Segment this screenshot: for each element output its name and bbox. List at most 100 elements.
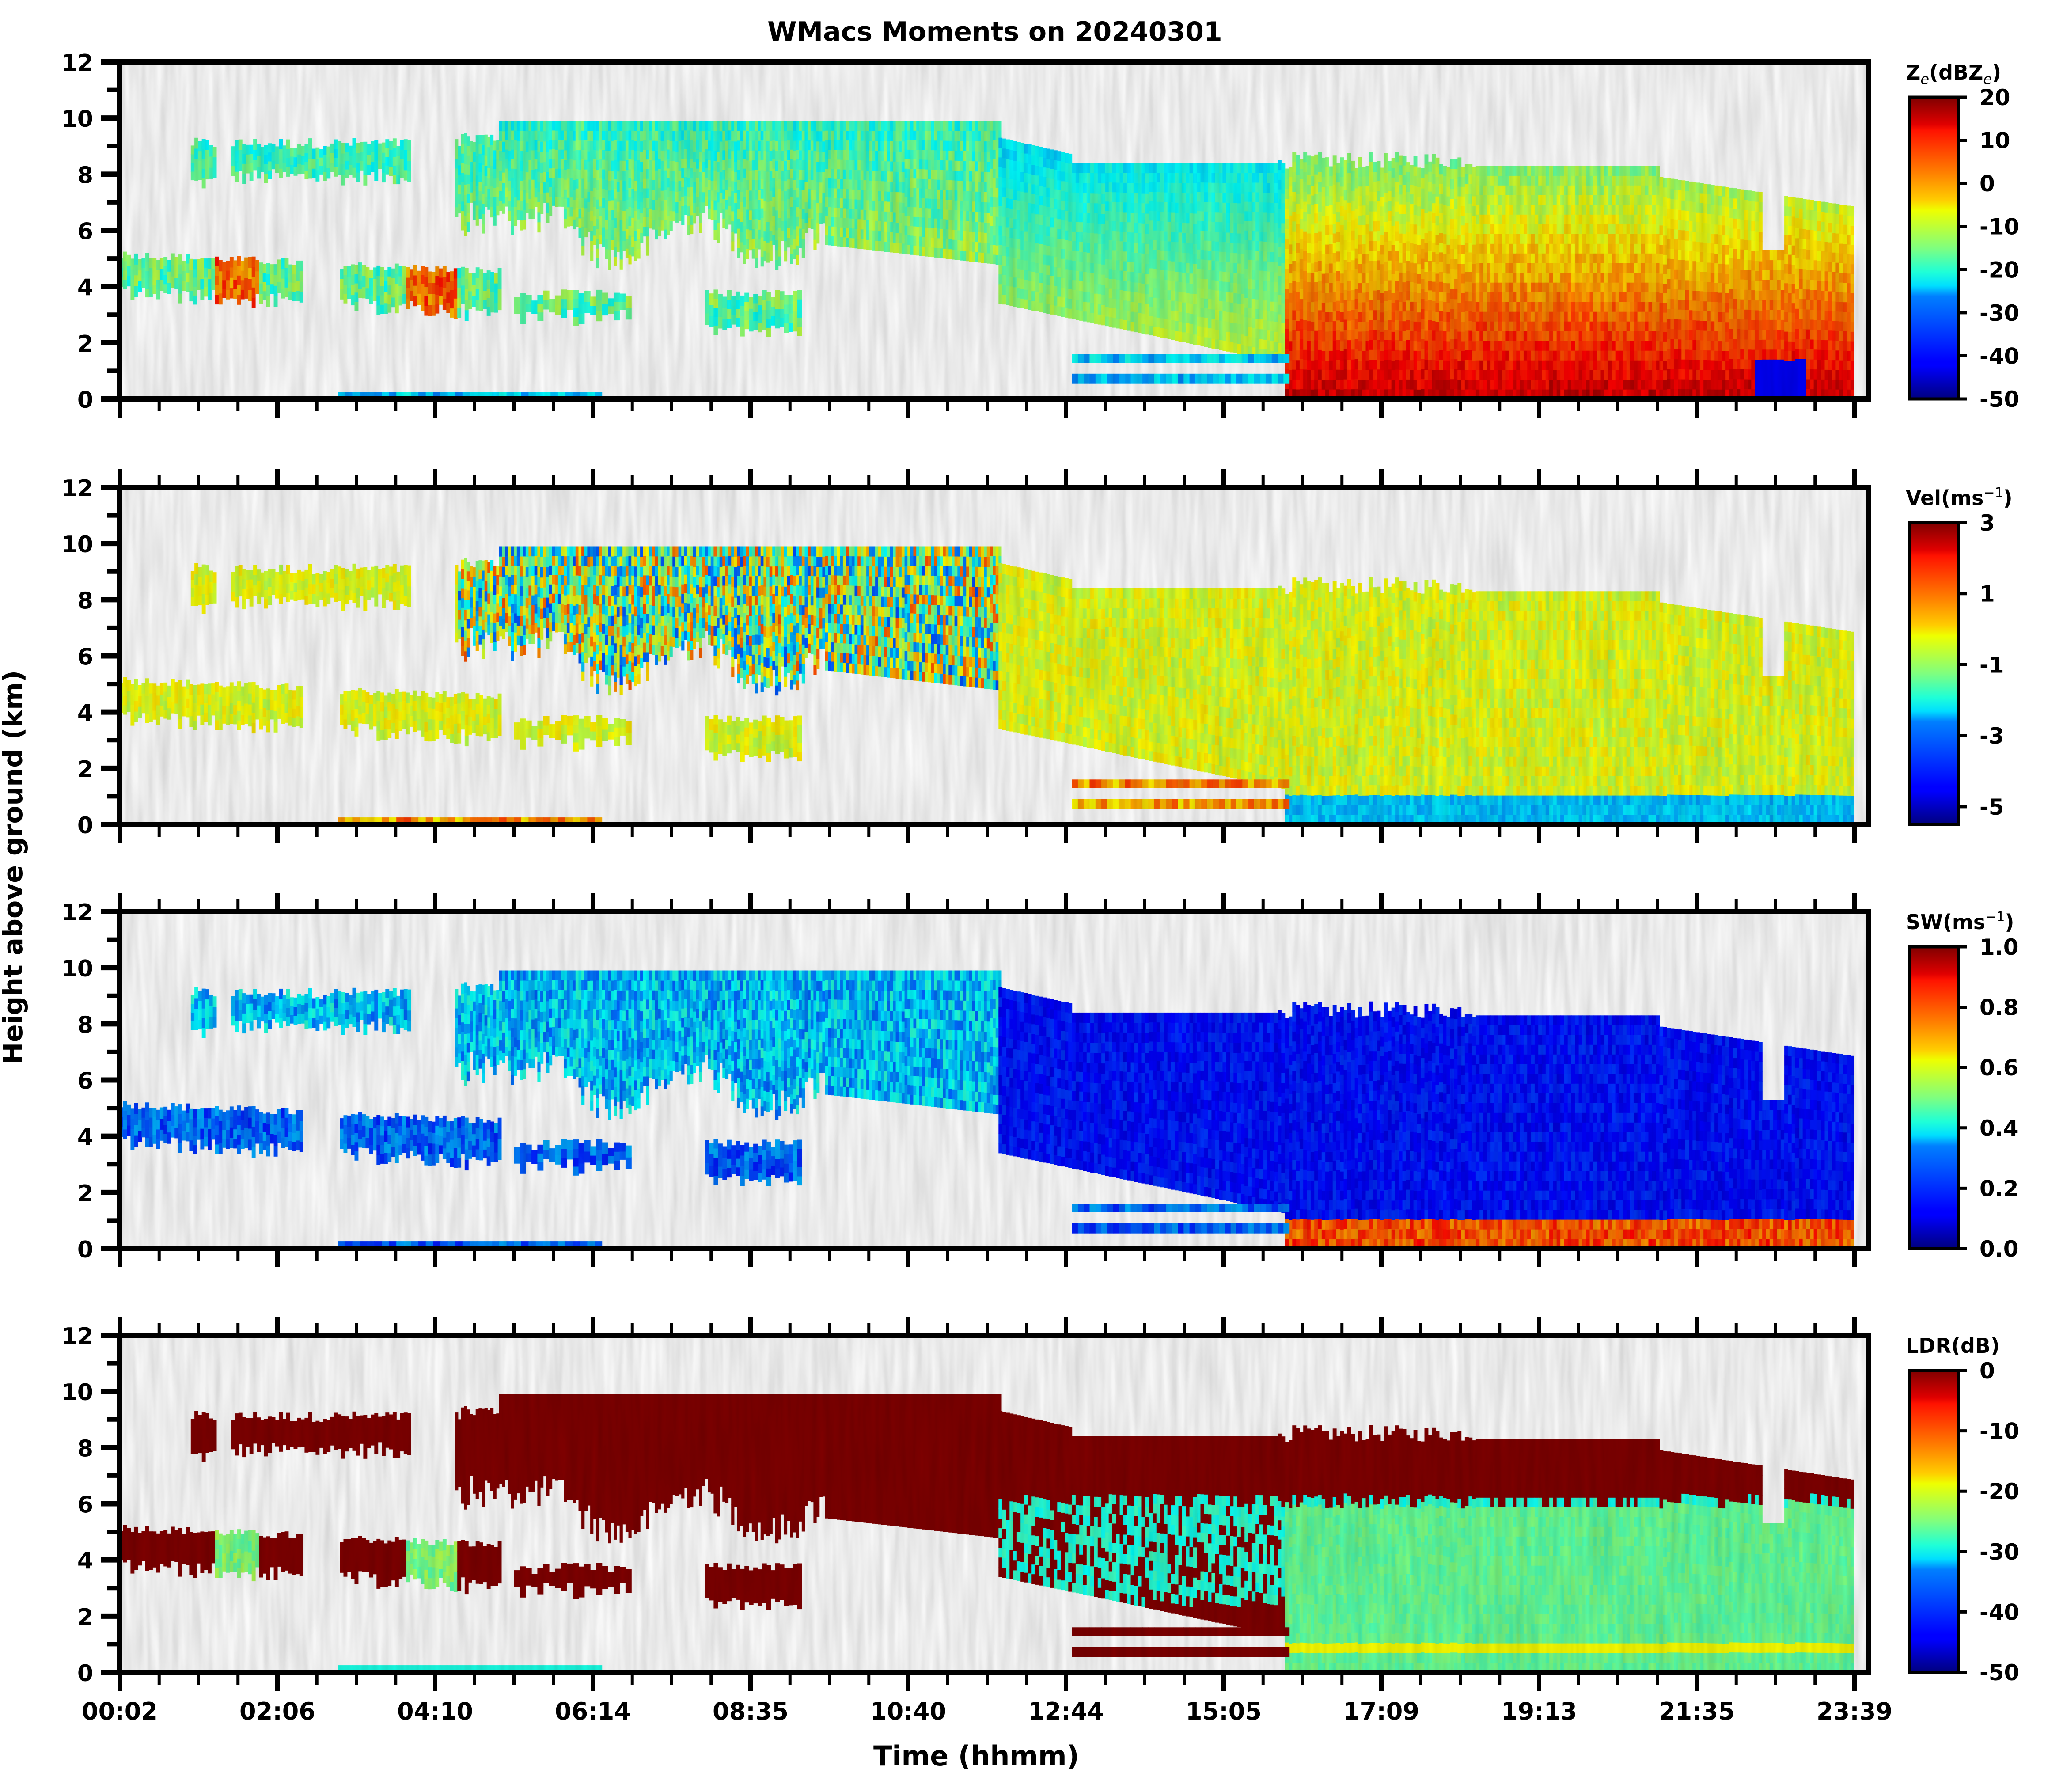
heatmap-cell (564, 199, 567, 209)
heatmap-cell (1020, 259, 1025, 270)
heatmap-cell (740, 212, 743, 222)
heatmap-cell (1373, 389, 1377, 399)
heatmap-cell (1351, 250, 1355, 261)
heatmap-cell (1263, 300, 1267, 311)
heatmap-cell (681, 121, 685, 131)
heatmap-cell (831, 178, 834, 188)
heatmap-cell (528, 159, 532, 170)
heatmap-cell (893, 171, 896, 182)
heatmap-cell (392, 175, 397, 185)
heatmap-cell (854, 140, 858, 151)
heatmap-cell (869, 200, 872, 211)
heatmap-cell (895, 212, 899, 223)
heatmap-cell (1314, 330, 1319, 341)
heatmap-cell (1388, 300, 1392, 310)
heatmap-cell (1347, 310, 1351, 321)
heatmap-cell (717, 192, 720, 203)
heatmap-cell (1303, 369, 1308, 380)
heatmap-cell (356, 152, 360, 163)
heatmap-cell (866, 239, 870, 250)
heatmap-cell (1153, 211, 1157, 221)
heatmap-cell (784, 241, 788, 251)
heatmap-cell (1065, 240, 1069, 250)
heatmap-cell (584, 130, 588, 140)
heatmap-cell (1046, 187, 1050, 197)
heatmap-cell (890, 191, 893, 202)
heatmap-cell (590, 231, 594, 241)
heatmap-cell (593, 197, 596, 207)
heatmap-cell (646, 121, 649, 131)
heatmap-cell (904, 178, 908, 188)
heatmap-cell (293, 148, 298, 158)
heatmap-cell (1270, 331, 1274, 342)
heatmap-cell (619, 160, 623, 171)
heatmap-cell (1443, 350, 1447, 361)
heatmap-cell (940, 219, 943, 229)
heatmap-cell (960, 131, 964, 141)
heatmap-cell (934, 189, 937, 199)
heatmap-cell (986, 161, 990, 172)
heatmap-cell (1432, 389, 1436, 399)
heatmap-cell (717, 161, 720, 172)
heatmap-cell (834, 207, 838, 217)
heatmap-cell (1248, 230, 1252, 241)
heatmap-cell (1358, 176, 1362, 187)
heatmap-cell (660, 131, 664, 141)
heatmap-cell (787, 140, 790, 151)
heatmap-cell (731, 201, 735, 212)
heatmap-cell (484, 145, 488, 156)
heatmap-cell (952, 229, 955, 240)
heatmap-cell (319, 149, 323, 158)
heatmap-cell (525, 172, 529, 183)
heatmap-cell (869, 240, 872, 251)
heatmap-cell (710, 180, 714, 191)
heatmap-cell (496, 205, 500, 216)
heatmap-cell (1141, 273, 1146, 284)
heatmap-cell (1039, 283, 1043, 293)
heatmap-cell (1362, 360, 1366, 370)
heatmap-cell (804, 192, 808, 203)
heatmap-cell (1365, 253, 1370, 264)
heatmap-cell (511, 159, 514, 169)
heatmap-cell (1028, 144, 1032, 155)
heatmap-cell (249, 144, 254, 154)
heatmap-cell (1112, 163, 1116, 173)
heatmap-cell (1094, 243, 1098, 254)
heatmap-cell (1450, 228, 1454, 239)
heatmap-cell (696, 178, 699, 188)
heatmap-cell (1267, 300, 1270, 311)
heatmap-cell (860, 121, 864, 131)
heatmap-cell (660, 121, 664, 131)
heatmap-cell (1428, 211, 1432, 221)
heatmap-cell (1395, 290, 1399, 301)
heatmap-cell (286, 139, 290, 149)
heatmap-cell (616, 211, 620, 222)
heatmap-cell (403, 159, 408, 171)
heatmap-cell (596, 121, 599, 131)
heatmap-cell (972, 151, 975, 162)
heatmap-cell (690, 196, 694, 206)
heatmap-cell (1189, 223, 1194, 234)
heatmap-cell (1171, 330, 1175, 340)
heatmap-cell (516, 200, 520, 210)
heatmap-cell (837, 169, 840, 179)
heatmap-cell (1278, 343, 1282, 353)
heatmap-cell (910, 121, 914, 131)
heatmap-cell (816, 182, 820, 193)
heatmap-cell (1432, 222, 1436, 233)
heatmap-cell (708, 130, 711, 141)
heatmap-cell (616, 201, 620, 212)
heatmap-cell (957, 131, 961, 141)
heatmap-cell (854, 170, 858, 180)
heatmap-cell (746, 209, 749, 220)
heatmap-cell (564, 159, 567, 170)
heatmap-cell (1127, 192, 1131, 203)
heatmap-cell (1039, 224, 1043, 235)
heatmap-cell (1233, 203, 1238, 213)
heatmap-cell (1035, 243, 1039, 254)
heatmap-cell (787, 130, 790, 141)
heatmap-cell (466, 136, 470, 146)
heatmap-cell (919, 121, 922, 131)
heatmap-cell (581, 207, 585, 217)
heatmap-cell (1101, 295, 1105, 305)
